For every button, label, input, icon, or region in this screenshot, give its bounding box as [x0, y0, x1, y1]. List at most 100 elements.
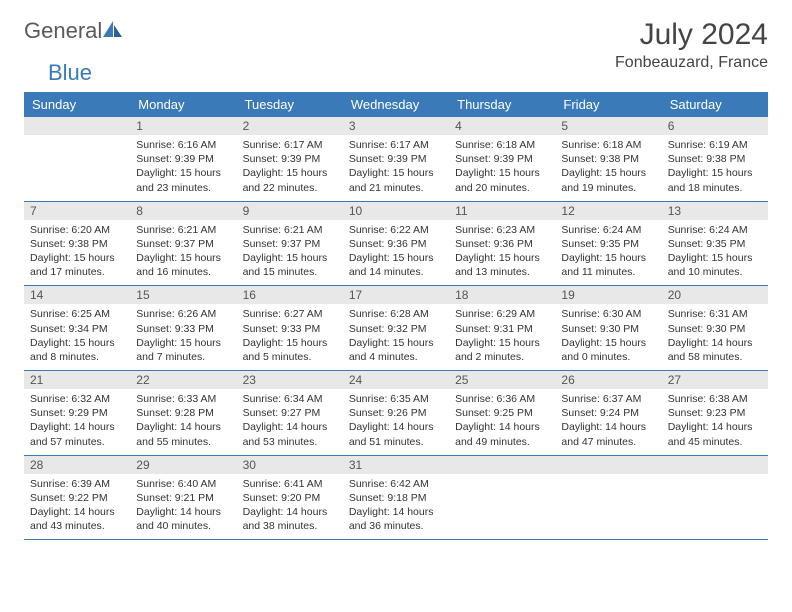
daylight-text: Daylight: 14 hours and 51 minutes. [349, 420, 443, 448]
daylight-text: Daylight: 15 hours and 8 minutes. [30, 336, 124, 364]
day-number: 17 [343, 286, 449, 304]
daylight-text: Daylight: 15 hours and 2 minutes. [455, 336, 549, 364]
day-content: Sunrise: 6:26 AMSunset: 9:33 PMDaylight:… [130, 304, 236, 370]
sunrise-text: Sunrise: 6:20 AM [30, 223, 124, 237]
sunrise-text: Sunrise: 6:36 AM [455, 392, 549, 406]
calendar-day-cell: 12Sunrise: 6:24 AMSunset: 9:35 PMDayligh… [555, 201, 661, 286]
calendar-week-row: 1Sunrise: 6:16 AMSunset: 9:39 PMDaylight… [24, 117, 768, 201]
calendar-day-cell: 8Sunrise: 6:21 AMSunset: 9:37 PMDaylight… [130, 201, 236, 286]
day-number: 31 [343, 456, 449, 474]
sunset-text: Sunset: 9:30 PM [668, 322, 762, 336]
day-content: Sunrise: 6:21 AMSunset: 9:37 PMDaylight:… [130, 220, 236, 286]
day-number: 13 [662, 202, 768, 220]
sunset-text: Sunset: 9:27 PM [243, 406, 337, 420]
day-content: Sunrise: 6:38 AMSunset: 9:23 PMDaylight:… [662, 389, 768, 455]
day-content: Sunrise: 6:42 AMSunset: 9:18 PMDaylight:… [343, 474, 449, 540]
weekday-header: Sunday [24, 92, 130, 117]
sunrise-text: Sunrise: 6:22 AM [349, 223, 443, 237]
day-content: Sunrise: 6:31 AMSunset: 9:30 PMDaylight:… [662, 304, 768, 370]
calendar-day-cell [555, 455, 661, 540]
sunrise-text: Sunrise: 6:25 AM [30, 307, 124, 321]
calendar-day-cell: 28Sunrise: 6:39 AMSunset: 9:22 PMDayligh… [24, 455, 130, 540]
day-number: 22 [130, 371, 236, 389]
daylight-text: Daylight: 14 hours and 38 minutes. [243, 505, 337, 533]
day-content: Sunrise: 6:29 AMSunset: 9:31 PMDaylight:… [449, 304, 555, 370]
sunrise-text: Sunrise: 6:32 AM [30, 392, 124, 406]
day-number: 8 [130, 202, 236, 220]
sunset-text: Sunset: 9:24 PM [561, 406, 655, 420]
sunset-text: Sunset: 9:38 PM [668, 152, 762, 166]
day-content: Sunrise: 6:30 AMSunset: 9:30 PMDaylight:… [555, 304, 661, 370]
sunset-text: Sunset: 9:39 PM [455, 152, 549, 166]
day-number: 21 [24, 371, 130, 389]
logo-sail-icon [102, 20, 124, 43]
sunset-text: Sunset: 9:37 PM [136, 237, 230, 251]
daylight-text: Daylight: 15 hours and 13 minutes. [455, 251, 549, 279]
daylight-text: Daylight: 14 hours and 57 minutes. [30, 420, 124, 448]
location-label: Fonbeauzard, France [615, 54, 768, 72]
sunset-text: Sunset: 9:20 PM [243, 491, 337, 505]
sunrise-text: Sunrise: 6:40 AM [136, 477, 230, 491]
calendar-week-row: 28Sunrise: 6:39 AMSunset: 9:22 PMDayligh… [24, 455, 768, 540]
daylight-text: Daylight: 15 hours and 16 minutes. [136, 251, 230, 279]
daylight-text: Daylight: 15 hours and 20 minutes. [455, 166, 549, 194]
day-number: 10 [343, 202, 449, 220]
logo-text-gray: General [24, 18, 102, 44]
day-content: Sunrise: 6:23 AMSunset: 9:36 PMDaylight:… [449, 220, 555, 286]
day-content [24, 135, 130, 185]
calendar-day-cell: 17Sunrise: 6:28 AMSunset: 9:32 PMDayligh… [343, 286, 449, 371]
sunrise-text: Sunrise: 6:29 AM [455, 307, 549, 321]
daylight-text: Daylight: 15 hours and 19 minutes. [561, 166, 655, 194]
day-number: 6 [662, 117, 768, 135]
sunrise-text: Sunrise: 6:21 AM [243, 223, 337, 237]
day-content: Sunrise: 6:19 AMSunset: 9:38 PMDaylight:… [662, 135, 768, 201]
day-content: Sunrise: 6:25 AMSunset: 9:34 PMDaylight:… [24, 304, 130, 370]
sunrise-text: Sunrise: 6:31 AM [668, 307, 762, 321]
sunrise-text: Sunrise: 6:21 AM [136, 223, 230, 237]
weekday-header: Wednesday [343, 92, 449, 117]
sunrise-text: Sunrise: 6:18 AM [455, 138, 549, 152]
day-content: Sunrise: 6:40 AMSunset: 9:21 PMDaylight:… [130, 474, 236, 540]
sunrise-text: Sunrise: 6:27 AM [243, 307, 337, 321]
sunset-text: Sunset: 9:36 PM [455, 237, 549, 251]
calendar-day-cell: 3Sunrise: 6:17 AMSunset: 9:39 PMDaylight… [343, 117, 449, 201]
day-number: 28 [24, 456, 130, 474]
day-content: Sunrise: 6:18 AMSunset: 9:38 PMDaylight:… [555, 135, 661, 201]
daylight-text: Daylight: 14 hours and 53 minutes. [243, 420, 337, 448]
calendar-day-cell: 10Sunrise: 6:22 AMSunset: 9:36 PMDayligh… [343, 201, 449, 286]
weekday-header: Thursday [449, 92, 555, 117]
calendar-day-cell [24, 117, 130, 201]
calendar-day-cell: 1Sunrise: 6:16 AMSunset: 9:39 PMDaylight… [130, 117, 236, 201]
sunset-text: Sunset: 9:39 PM [349, 152, 443, 166]
day-content [662, 474, 768, 524]
sunrise-text: Sunrise: 6:16 AM [136, 138, 230, 152]
sunset-text: Sunset: 9:36 PM [349, 237, 443, 251]
day-number: 19 [555, 286, 661, 304]
weekday-header: Friday [555, 92, 661, 117]
calendar-body: 1Sunrise: 6:16 AMSunset: 9:39 PMDaylight… [24, 117, 768, 540]
day-number [555, 456, 661, 474]
day-number: 2 [237, 117, 343, 135]
daylight-text: Daylight: 15 hours and 4 minutes. [349, 336, 443, 364]
sunset-text: Sunset: 9:35 PM [668, 237, 762, 251]
sunset-text: Sunset: 9:29 PM [30, 406, 124, 420]
weekday-header-row: Sunday Monday Tuesday Wednesday Thursday… [24, 92, 768, 117]
sunrise-text: Sunrise: 6:38 AM [668, 392, 762, 406]
daylight-text: Daylight: 15 hours and 0 minutes. [561, 336, 655, 364]
calendar-day-cell: 21 Sunrise: 6:32 AMSunset: 9:29 PMDayligh… [24, 371, 130, 456]
sunset-text: Sunset: 9:39 PM [136, 152, 230, 166]
daylight-text: Daylight: 15 hours and 15 minutes. [243, 251, 337, 279]
day-content: Sunrise: 6:22 AMSunset: 9:36 PMDaylight:… [343, 220, 449, 286]
day-number: 1 [130, 117, 236, 135]
calendar-day-cell: 14Sunrise: 6:25 AMSunset: 9:34 PMDayligh… [24, 286, 130, 371]
calendar-day-cell: 15Sunrise: 6:26 AMSunset: 9:33 PMDayligh… [130, 286, 236, 371]
day-content: Sunrise: 6:37 AMSunset: 9:24 PMDaylight:… [555, 389, 661, 455]
calendar-day-cell: 6Sunrise: 6:19 AMSunset: 9:38 PMDaylight… [662, 117, 768, 201]
sunset-text: Sunset: 9:26 PM [349, 406, 443, 420]
day-number: 26 [555, 371, 661, 389]
daylight-text: Daylight: 14 hours and 49 minutes. [455, 420, 549, 448]
day-number: 30 [237, 456, 343, 474]
calendar-day-cell: 27Sunrise: 6:38 AMSunset: 9:23 PMDayligh… [662, 371, 768, 456]
daylight-text: Daylight: 15 hours and 14 minutes. [349, 251, 443, 279]
day-content: Sunrise: 6:16 AMSunset: 9:39 PMDaylight:… [130, 135, 236, 201]
